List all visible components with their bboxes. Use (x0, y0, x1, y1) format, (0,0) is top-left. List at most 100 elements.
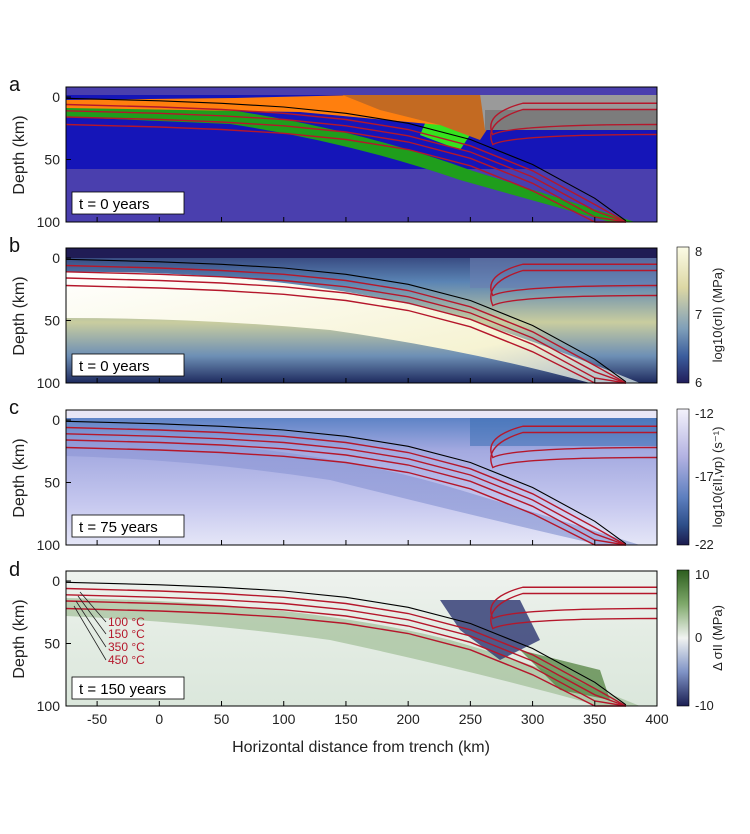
panel-frame (65, 409, 658, 546)
isotherm-line (490, 431, 658, 469)
colorbar-tick-label: 0 (695, 630, 702, 645)
panel-b-cold-slab (66, 271, 640, 383)
panel-c-sky (66, 410, 657, 418)
isotherm-line (490, 108, 658, 146)
y-axis-label-a: Depth (km) (11, 115, 28, 194)
colorbar-tick-label: -12 (695, 406, 714, 421)
slab-top-line (65, 581, 627, 706)
colorbar-b (676, 246, 690, 384)
colorbar-tick-label: -17 (695, 469, 714, 484)
y-tick-label: 0 (52, 250, 60, 266)
colorbar-tick-label: 8 (695, 244, 702, 259)
time-label-a: t = 0 years (79, 196, 149, 213)
isotherm-label-100: 100 °C (108, 615, 145, 629)
isotherm-line (65, 607, 626, 707)
colorbar-d (676, 569, 690, 707)
isotherm-line (65, 103, 627, 223)
isotherm-line (65, 594, 627, 707)
isotherm-label-450: 450 °C (108, 653, 145, 667)
y-tick-label: 50 (44, 313, 60, 329)
isotherm-line (65, 277, 627, 384)
panel-frame (65, 86, 658, 223)
y-tick-label: 100 (37, 698, 61, 714)
time-label-d: t = 150 years (79, 681, 166, 698)
y-tick-label: 50 (44, 636, 60, 652)
x-tick-label: 400 (645, 711, 669, 727)
colorbar-d-label: Δ σII (MPa) (710, 605, 725, 671)
isotherm-legend: 100 °C 150 °C 350 °C 450 °C (73, 591, 145, 667)
panel-a-crust-green (66, 103, 635, 222)
panel-a-sediment (66, 95, 440, 125)
time-label-c-box: t = 75 years (71, 514, 185, 538)
panel-letter-c: c (9, 397, 19, 419)
isotherm-line (65, 433, 627, 546)
x-tick-label: 0 (155, 711, 163, 727)
x-tick-label: 350 (583, 711, 607, 727)
panel-frame (65, 570, 658, 707)
isotherm-line (65, 284, 626, 384)
panel-letter-d: d (9, 559, 20, 581)
colorbar-d-bar (676, 569, 690, 707)
y-tick-label: 50 (44, 152, 60, 168)
colorbar-tick-label: 10 (695, 567, 709, 582)
x-tick-label: 250 (459, 711, 483, 727)
colorbar-b-bar (676, 246, 690, 384)
x-tick-label: 50 (214, 711, 230, 727)
colorbar-ticks: 8 7 6 -12 -17 -22 10 0 -10 (695, 244, 714, 713)
isotherm-line (65, 116, 627, 223)
panel-d-stress-drop (440, 600, 540, 660)
y-axis-label-b: Depth (km) (11, 276, 28, 355)
isotherm-line (65, 587, 627, 707)
isotherm-line (65, 426, 627, 546)
colorbar-tick-label: 7 (695, 307, 702, 322)
y-axis-label-d: Depth (km) (11, 599, 28, 678)
panel-letter-a: a (9, 74, 21, 96)
panel-a-sky (66, 87, 657, 95)
time-label-a-box: t = 0 years (71, 191, 185, 215)
panel-letter-b: b (9, 235, 20, 257)
isotherm-line (490, 425, 658, 459)
panel-b-sky (66, 248, 657, 258)
isotherm-line (490, 263, 658, 297)
y-tick-label: 0 (52, 412, 60, 428)
isotherm-line (65, 446, 626, 546)
x-tick-label: 100 (272, 711, 296, 727)
x-tick-label: 300 (521, 711, 545, 727)
overlays (65, 97, 658, 707)
y-tick-label: 100 (37, 537, 61, 553)
isotherm-line (490, 269, 658, 307)
isotherm-label-150: 150 °C (108, 627, 145, 641)
panel-d-slab-band (66, 598, 640, 706)
isotherm-line (65, 123, 626, 223)
colorbar-tick-label: -10 (695, 698, 714, 713)
isotherm-line (65, 110, 627, 223)
isotherm-line (490, 586, 658, 620)
isotherm-label-350: 350 °C (108, 640, 145, 654)
colorbar-c-bar (676, 408, 690, 546)
x-tick-label: 200 (396, 711, 420, 727)
panel-c-slab-band (66, 438, 640, 545)
isotherm-line (65, 439, 627, 546)
colorbar-tick-label: -22 (695, 537, 714, 552)
y-tick-label: 50 (44, 475, 60, 491)
slab-top-line (65, 97, 627, 222)
x-axis-label: Horizontal distance from trench (km) (232, 739, 490, 756)
x-tick-label: 150 (334, 711, 358, 727)
time-label-b: t = 0 years (79, 358, 149, 375)
slab-top-line (65, 258, 627, 383)
isotherm-line (65, 600, 627, 707)
colorbar-c-label: log10(ε̇II,vp) (s⁻¹) (710, 427, 725, 528)
y-tick-label: 100 (37, 214, 61, 230)
time-label-d-box: t = 150 years (71, 676, 185, 700)
time-label-b-box: t = 0 years (71, 353, 185, 377)
panel-frame (65, 247, 658, 384)
axes: 0 50 100 0 50 100 0 50 100 0 50 100 -50 0 50 100 150 200 2… (37, 86, 669, 727)
isotherm-line (490, 102, 658, 136)
isotherm-line (490, 592, 658, 630)
time-label-c: t = 75 years (79, 519, 158, 536)
y-tick-label: 0 (52, 89, 60, 105)
colorbar-b-label: log10(σII) (MPa) (710, 268, 725, 363)
x-tick-label: -50 (87, 711, 107, 727)
isotherm-line (65, 264, 627, 384)
